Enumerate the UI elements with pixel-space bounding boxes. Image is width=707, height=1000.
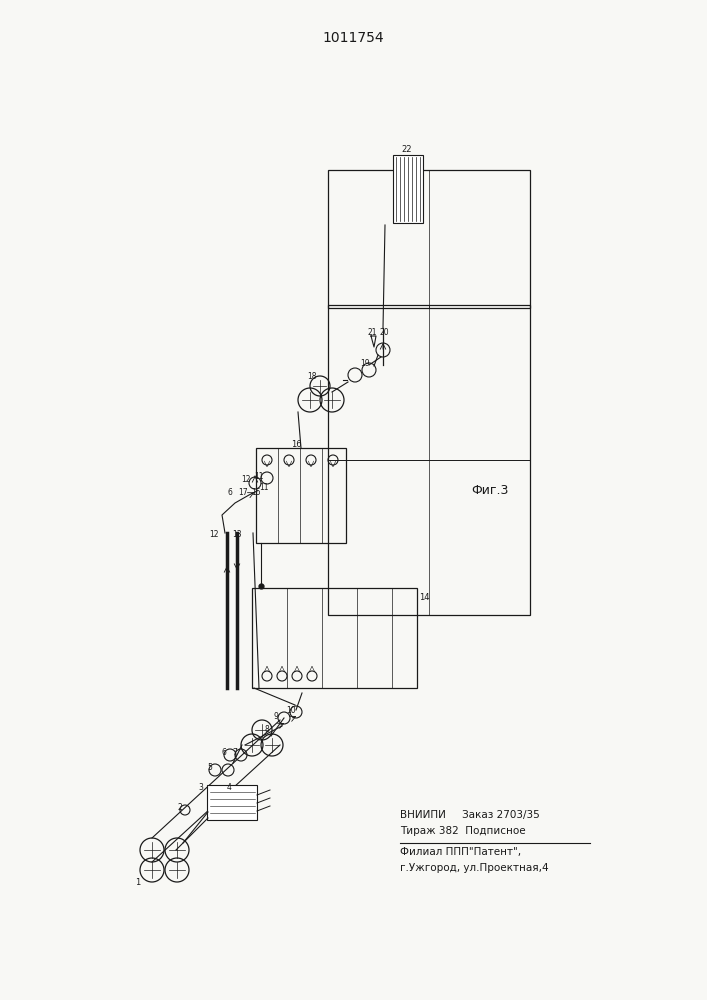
Text: 11: 11	[254, 472, 264, 481]
Text: 1011754: 1011754	[322, 31, 384, 45]
Text: 2: 2	[178, 803, 182, 812]
Text: 20: 20	[380, 328, 390, 337]
Bar	[328, 305, 530, 615]
Text: 7: 7	[232, 748, 237, 757]
Text: 18: 18	[307, 372, 317, 381]
Bar	[256, 448, 346, 543]
Text: 13: 13	[232, 530, 242, 539]
Text: 5: 5	[207, 763, 212, 772]
Bar	[393, 155, 423, 223]
Text: 6: 6	[222, 748, 227, 757]
Text: 6: 6	[228, 488, 233, 497]
Text: г.Ужгород, ул.Проектная,4: г.Ужгород, ул.Проектная,4	[400, 863, 549, 873]
Text: Фиг.3: Фиг.3	[472, 484, 509, 496]
Text: 3: 3	[198, 783, 203, 792]
Text: 10: 10	[286, 706, 296, 715]
Text: Филиал ППП"Патент",: Филиал ППП"Патент",	[400, 847, 521, 857]
Text: 22: 22	[401, 145, 411, 154]
Text: 1: 1	[135, 878, 140, 887]
Text: 12: 12	[209, 530, 218, 539]
Bar	[328, 170, 530, 308]
Text: 8: 8	[265, 725, 270, 734]
Text: 15: 15	[251, 488, 261, 497]
Text: 19: 19	[360, 359, 370, 368]
Text: 11: 11	[259, 483, 269, 492]
Text: ВНИИПИ     Заказ 2703/35: ВНИИПИ Заказ 2703/35	[400, 810, 539, 820]
Bar	[207, 785, 257, 820]
Text: 12: 12	[241, 475, 250, 484]
Text: 14: 14	[419, 593, 429, 602]
Text: 21: 21	[368, 328, 378, 337]
Text: 16: 16	[291, 440, 302, 449]
Text: 17: 17	[238, 488, 247, 497]
Bar	[252, 588, 417, 688]
Text: Тираж 382  Подписное: Тираж 382 Подписное	[400, 826, 525, 836]
Text: 9: 9	[274, 712, 279, 721]
Text: 4: 4	[227, 783, 232, 792]
